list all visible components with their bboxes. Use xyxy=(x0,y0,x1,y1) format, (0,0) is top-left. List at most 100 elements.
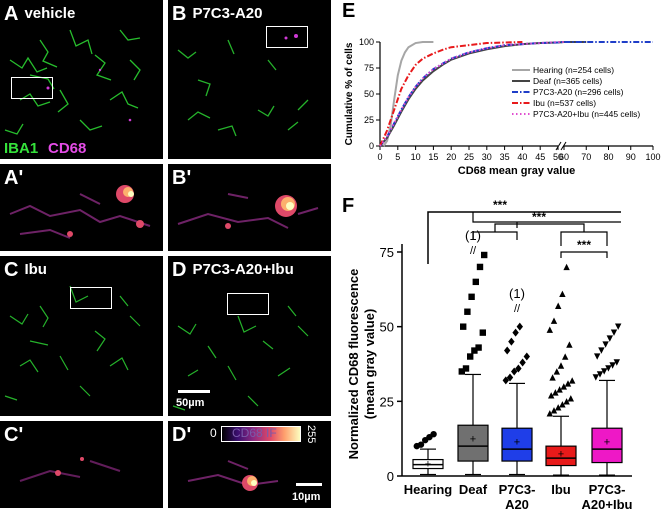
colorbar-label: CD68 IF xyxy=(232,426,277,440)
x-category-label: A20+Ibu xyxy=(582,497,633,512)
series-line xyxy=(379,41,653,147)
outlier-point xyxy=(562,353,569,360)
y-tick-label: 0 xyxy=(387,469,394,484)
mean-marker: + xyxy=(558,449,564,461)
y-tick-label: 25 xyxy=(380,394,394,409)
x-category-label: P7C3- xyxy=(499,482,536,497)
outlier-point xyxy=(602,341,609,348)
outlier-point xyxy=(609,362,616,369)
x-tick-label: 30 xyxy=(482,152,492,162)
panel-c-prime-label: C' xyxy=(4,424,24,446)
x-tick-label: 35 xyxy=(500,152,510,162)
x-tick-label: 90 xyxy=(626,152,636,162)
outlier-point xyxy=(596,371,604,378)
scale-bar-10um-label: 10µm xyxy=(292,491,321,503)
outlier-point xyxy=(548,392,555,399)
significance-label: *** xyxy=(493,198,507,212)
y-tick-label: 50 xyxy=(380,320,394,335)
colorbar-max: 255 xyxy=(305,425,317,444)
outlier-point xyxy=(598,347,605,354)
significance-bracket xyxy=(494,223,585,232)
scale-bar-50um xyxy=(178,390,210,393)
outlier-point xyxy=(556,386,563,393)
significance-bracket xyxy=(560,231,608,246)
outlier-point xyxy=(502,376,509,385)
outlier-point xyxy=(519,358,526,367)
outlier-point xyxy=(567,395,574,402)
panel-f-label: F xyxy=(342,195,355,217)
panel-a-prime: A' xyxy=(0,164,163,251)
outlier-point xyxy=(512,328,519,337)
outlier-point xyxy=(555,302,562,309)
outlier-point xyxy=(552,389,559,396)
panel-b-prime-label: B' xyxy=(172,167,192,189)
roi-box xyxy=(266,26,308,48)
y-tick-label: 25 xyxy=(364,115,374,125)
cd68-label: CD68 xyxy=(48,140,87,157)
panel-e-label: E xyxy=(342,0,356,22)
outlier-point xyxy=(479,329,486,336)
x-tick-label: 45 xyxy=(535,152,545,162)
mean-marker: + xyxy=(514,437,520,449)
outlier-point xyxy=(550,317,558,324)
outlier-point xyxy=(471,347,478,354)
box-group: + xyxy=(591,323,623,476)
outlier-point xyxy=(506,373,514,382)
mean-marker: + xyxy=(425,458,431,470)
y-tick-label: 75 xyxy=(380,245,394,260)
panel-c-prime: C' xyxy=(0,421,163,508)
series-line xyxy=(382,41,434,147)
series-line xyxy=(379,41,523,147)
outlier-point xyxy=(476,263,484,271)
outlier-point xyxy=(563,398,570,405)
legend-entry: P7C3-A20+Ibu (n=445 cells) xyxy=(533,109,640,119)
y-tick-label: 75 xyxy=(364,63,374,73)
outlier-point xyxy=(594,353,601,360)
box-group: + xyxy=(545,263,577,476)
outlier-point xyxy=(504,346,511,355)
outlier-point xyxy=(553,368,560,375)
box-group: + xyxy=(412,430,444,476)
outlier-point xyxy=(610,329,618,336)
panel-b-prime: B' xyxy=(168,164,331,251)
outlier-point xyxy=(559,290,566,298)
outlier-point xyxy=(555,404,562,411)
significance-label: *** xyxy=(532,210,546,224)
scale-bar-10um xyxy=(296,483,322,486)
cd68-heatmap xyxy=(187,460,279,491)
panel-c-label: C Ibu xyxy=(4,259,47,281)
outlier-point xyxy=(550,407,558,414)
panel-d-prime-label: D' xyxy=(172,424,192,446)
outlier-point xyxy=(417,441,425,448)
panel-d-prime: D' 0 CD68 IF 255 10µm xyxy=(168,421,331,508)
panel-c-ibu: C Ibu xyxy=(0,256,163,416)
box xyxy=(591,427,623,464)
iba1-signal xyxy=(4,29,141,135)
significance-label: *** xyxy=(577,238,591,252)
panel-a-prime-label: A' xyxy=(4,167,24,189)
outlier-point xyxy=(468,293,475,300)
outlier-point xyxy=(546,410,553,417)
x-tick-label: 70 xyxy=(581,152,591,162)
outlier-point xyxy=(467,353,474,360)
box-group: +(1)// xyxy=(457,228,489,476)
roi-box xyxy=(70,287,112,309)
x-category-label: Ibu xyxy=(551,482,571,497)
outlier-point xyxy=(557,362,565,369)
iba1-signal xyxy=(172,305,309,411)
cd68-heatmap xyxy=(9,185,151,239)
outlier-point xyxy=(564,380,572,387)
mean-marker: + xyxy=(470,434,476,446)
x-category-label: Hearing xyxy=(404,482,452,497)
cd68-heatmap xyxy=(19,457,121,482)
outlier-point xyxy=(613,359,620,366)
outlier-point xyxy=(615,323,622,330)
outlier-point xyxy=(460,323,467,330)
significance-bracket xyxy=(427,211,621,264)
legend-entry: Ibu (n=537 cells) xyxy=(533,98,596,108)
outlier-point xyxy=(549,374,556,381)
outlier-point xyxy=(508,337,515,346)
significance-bracket xyxy=(560,251,608,258)
box xyxy=(501,427,533,462)
